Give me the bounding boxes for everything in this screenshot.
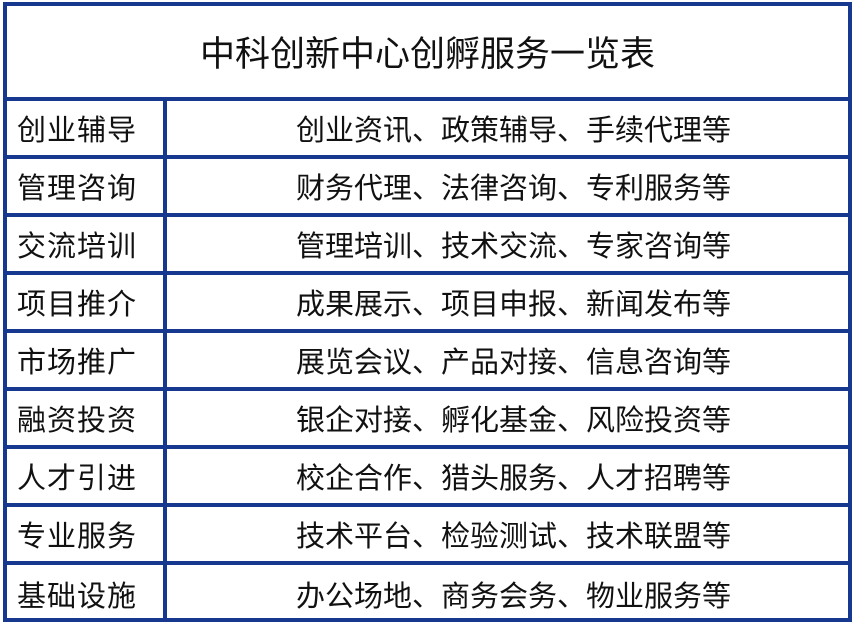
table-row: 项目推介 成果展示、项目申报、新闻发布等 xyxy=(7,275,848,333)
table-row: 管理咨询 财务代理、法律咨询、专利服务等 xyxy=(7,159,848,217)
category-cell: 交流培训 xyxy=(7,217,167,271)
table-row: 融资投资 银企对接、孵化基金、风险投资等 xyxy=(7,391,848,449)
services-cell: 校企合作、猎头服务、人才招聘等 xyxy=(295,461,731,495)
table-row: 交流培训 管理培训、技术交流、专家咨询等 xyxy=(7,217,848,275)
services-cell: 技术平台、检验测试、技术联盟等 xyxy=(295,519,731,553)
category-cell: 基础设施 xyxy=(7,565,167,622)
category-cell: 市场推广 xyxy=(7,333,167,387)
services-cell: 办公场地、商务会务、物业服务等 xyxy=(295,578,731,613)
category-cell: 项目推介 xyxy=(7,275,167,329)
category-cell: 融资投资 xyxy=(7,391,167,445)
table-row: 专业服务 技术平台、检验测试、技术联盟等 xyxy=(7,507,848,565)
services-cell: 财务代理、法律咨询、专利服务等 xyxy=(295,171,731,205)
service-table: 中科创新中心创孵服务一览表 创业辅导 创业资讯、政策辅导、手续代理等管理咨询 财务代… xyxy=(3,2,852,622)
table-row: 市场推广 展览会议、产品对接、信息咨询等 xyxy=(7,333,848,391)
table-title: 中科创新中心创孵服务一览表 xyxy=(7,6,848,101)
services-cell: 成果展示、项目申报、新闻发布等 xyxy=(295,287,731,321)
services-cell: 管理培训、技术交流、专家咨询等 xyxy=(295,229,731,263)
services-cell: 展览会议、产品对接、信息咨询等 xyxy=(295,345,731,379)
category-cell: 创业辅导 xyxy=(7,101,167,155)
table-row: 创业辅导 创业资讯、政策辅导、手续代理等 xyxy=(7,101,848,159)
category-cell: 人才引进 xyxy=(7,449,167,503)
table-row: 基础设施 办公场地、商务会务、物业服务等 xyxy=(7,565,848,622)
services-cell: 创业资讯、政策辅导、手续代理等 xyxy=(295,113,731,147)
category-cell: 管理咨询 xyxy=(7,159,167,213)
table-row: 人才引进 校企合作、猎头服务、人才招聘等 xyxy=(7,449,848,507)
category-cell: 专业服务 xyxy=(7,507,167,561)
services-cell: 银企对接、孵化基金、风险投资等 xyxy=(295,403,731,437)
